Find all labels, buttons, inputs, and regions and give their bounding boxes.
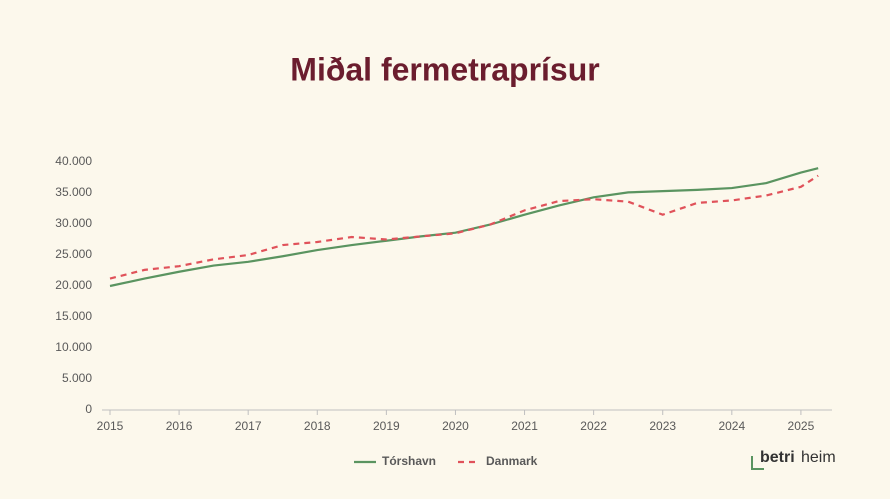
y-tick-label: 25.000 xyxy=(55,247,92,261)
series-line xyxy=(109,174,819,280)
x-tick-label: 2025 xyxy=(788,419,815,433)
x-tick-label: 2022 xyxy=(580,419,607,433)
logo-bold: betri xyxy=(760,449,795,466)
logo-rest: heim xyxy=(801,449,836,466)
legend-label: Danmark xyxy=(486,454,538,468)
y-tick-label: 10.000 xyxy=(55,340,92,354)
y-tick-label: 5.000 xyxy=(62,371,92,385)
x-tick-label: 2021 xyxy=(511,419,538,433)
y-tick-label: 30.000 xyxy=(55,216,92,230)
y-tick-label: 35.000 xyxy=(55,185,92,199)
x-tick-label: 2016 xyxy=(166,419,193,433)
x-tick-label: 2023 xyxy=(649,419,676,433)
y-tick-label: 40.000 xyxy=(55,154,92,168)
x-tick-label: 2015 xyxy=(97,419,124,433)
x-tick-label: 2017 xyxy=(235,419,262,433)
x-tick-label: 2018 xyxy=(304,419,331,433)
x-tick-label: 2024 xyxy=(718,419,745,433)
logo-mark xyxy=(751,456,764,470)
y-tick-label: 20.000 xyxy=(55,278,92,292)
x-tick-label: 2019 xyxy=(373,419,400,433)
legend-label: Tórshavn xyxy=(382,454,436,468)
y-tick-label: 0 xyxy=(85,402,92,416)
chart-title: Miðal fermetraprísur xyxy=(290,51,599,87)
y-tick-label: 15.000 xyxy=(55,309,92,323)
x-tick-label: 2020 xyxy=(442,419,469,433)
